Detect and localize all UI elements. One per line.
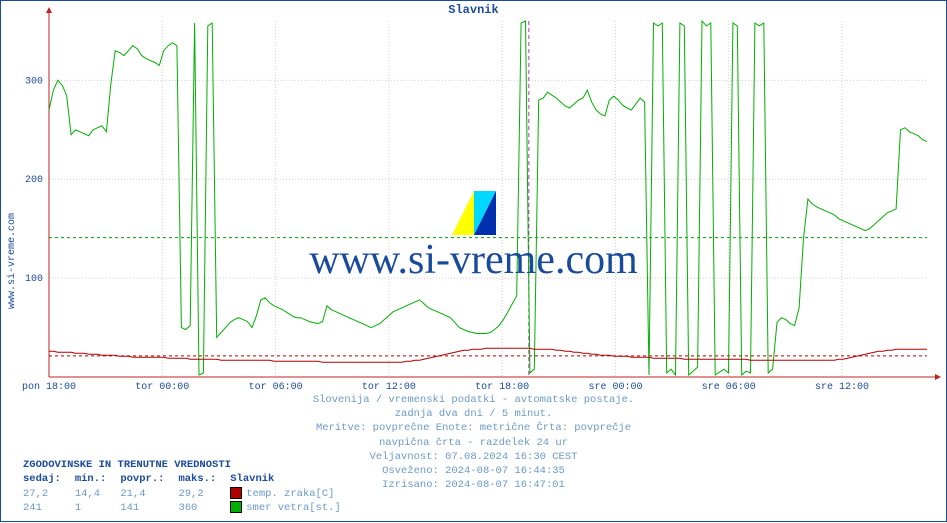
- footer-line: navpična črta - razdelek 24 ur: [1, 436, 946, 450]
- swatch-icon: [230, 487, 242, 499]
- stats-row: 241 1 141 360 smer vetra[st.]: [23, 501, 355, 515]
- svg-text:tor 12:00: tor 12:00: [362, 382, 416, 393]
- stats-station: Slavnik: [230, 472, 355, 486]
- svg-text:300: 300: [25, 76, 43, 87]
- stats-row: 27,2 14,4 21,4 29,2 temp. zraka[C]: [23, 487, 355, 501]
- stats-col: povpr.:: [120, 472, 178, 486]
- watermark-text: www.si-vreme.com: [309, 236, 638, 284]
- stats-block: ZGODOVINSKE IN TRENUTNE VREDNOSTI sedaj:…: [23, 458, 355, 515]
- stats-col: maks.:: [178, 472, 230, 486]
- chart-frame: Slavnik www.si-vreme.com pon 18:00 tor 00…: [0, 0, 947, 522]
- svg-text:100: 100: [25, 274, 43, 285]
- swatch-icon: [230, 501, 242, 513]
- stats-table: sedaj: min.: povpr.: maks.: Slavnik 27,2…: [23, 472, 355, 515]
- svg-text:pon 18:00: pon 18:00: [22, 382, 76, 393]
- stats-header: ZGODOVINSKE IN TRENUTNE VREDNOSTI: [23, 458, 355, 472]
- stats-col: sedaj:: [23, 472, 75, 486]
- stats-val: 360: [178, 501, 230, 515]
- svg-text:200: 200: [25, 175, 43, 186]
- stats-series-label: smer vetra[st.]: [230, 501, 355, 515]
- stats-val: 29,2: [178, 487, 230, 501]
- stats-header-row: sedaj: min.: povpr.: maks.: Slavnik: [23, 472, 355, 486]
- stats-series-label: temp. zraka[C]: [230, 487, 355, 501]
- footer-line: Slovenija / vremenski podatki - avtomats…: [1, 393, 946, 407]
- stats-val: 14,4: [75, 487, 121, 501]
- svg-text:sre 12:00: sre 12:00: [815, 382, 869, 393]
- svg-text:tor 06:00: tor 06:00: [249, 382, 303, 393]
- site-logo-icon: [452, 191, 496, 235]
- stats-col: min.:: [75, 472, 121, 486]
- stats-val: 241: [23, 501, 75, 515]
- stats-val: 141: [120, 501, 178, 515]
- svg-text:tor 00:00: tor 00:00: [135, 382, 189, 393]
- stats-val: 1: [75, 501, 121, 515]
- svg-text:tor 18:00: tor 18:00: [475, 382, 529, 393]
- stats-val: 21,4: [120, 487, 178, 501]
- footer-line: zadnja dva dni / 5 minut.: [1, 407, 946, 421]
- stats-val: 27,2: [23, 487, 75, 501]
- footer-line: Meritve: povprečne Enote: metrične Črta:…: [1, 421, 946, 435]
- svg-text:sre 00:00: sre 00:00: [588, 382, 642, 393]
- svg-text:sre 06:00: sre 06:00: [702, 382, 756, 393]
